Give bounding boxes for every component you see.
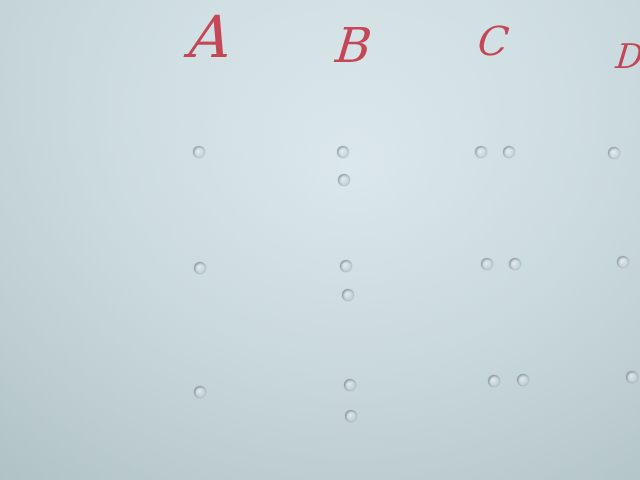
braille-dot <box>503 146 515 158</box>
braille-dot <box>608 147 620 159</box>
braille-dot <box>488 375 500 387</box>
braille-dot <box>509 258 521 270</box>
braille-dot <box>342 289 354 301</box>
column-letter-a: A <box>186 3 236 71</box>
braille-dot <box>481 258 493 270</box>
braille-dot <box>338 174 350 186</box>
column-letter-b: B <box>333 18 375 74</box>
braille-dot <box>340 260 352 272</box>
braille-dot <box>344 379 356 391</box>
braille-dot <box>617 256 629 268</box>
braille-dot <box>626 371 638 383</box>
column-letter-d: D <box>613 37 640 77</box>
braille-dot <box>517 374 529 386</box>
braille-dot <box>345 410 357 422</box>
braille-dot <box>337 146 349 158</box>
column-letter-c: C <box>475 19 512 65</box>
braille-dot <box>193 146 205 158</box>
braille-dot <box>194 386 206 398</box>
braille-dot <box>475 146 487 158</box>
braille-dot <box>194 262 206 274</box>
